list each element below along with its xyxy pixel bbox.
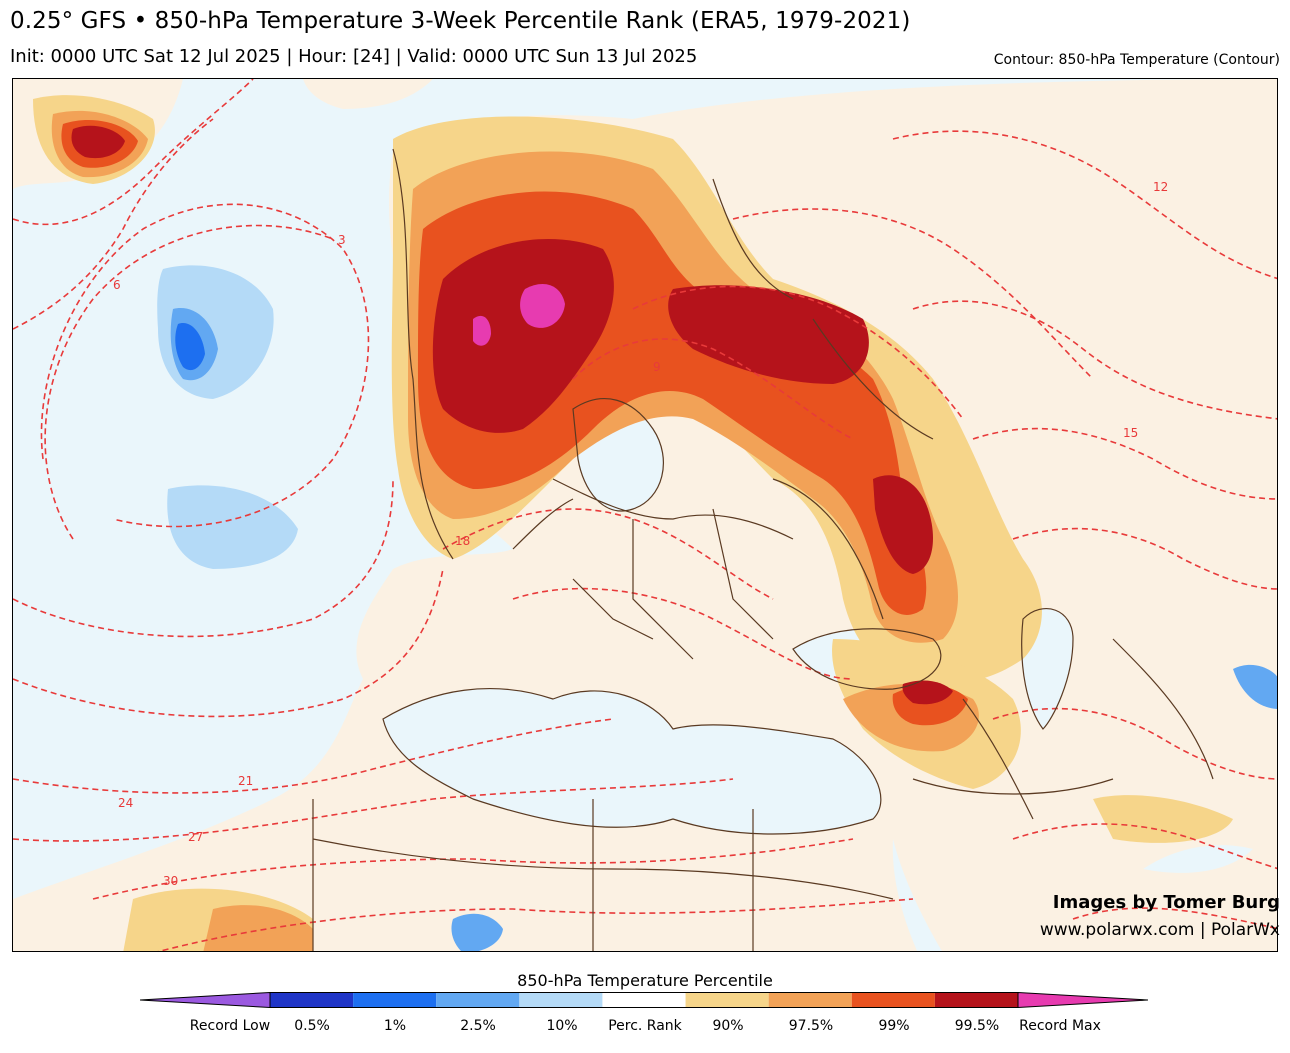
credit-website: www.polarwx.com | PolarWx — [1039, 920, 1280, 940]
colorbar-segment — [270, 992, 354, 1008]
contour-label: 12 — [1153, 180, 1168, 194]
colorbar-segment-record-low — [140, 992, 271, 1008]
contour-label: 24 — [118, 796, 133, 810]
colorbar-label: Perc. Rank — [608, 1018, 682, 1034]
map-svg: 3 6 9 12 15 18 21 24 27 30 — [13, 79, 1277, 951]
contour-label-group: 3 6 9 12 15 18 21 24 27 30 — [113, 180, 1168, 888]
contour-label: 6 — [113, 278, 121, 292]
colorbar-labels: Record Low 0.5% 1% 2.5% 10% Perc. Rank 9… — [0, 1018, 1290, 1038]
colorbar-label: 99.5% — [954, 1018, 1000, 1034]
colorbar-title: 850-hPa Temperature Percentile — [517, 971, 773, 990]
colorbar-segment-record-max — [1017, 992, 1148, 1008]
colorbar-label: 99% — [878, 1018, 910, 1034]
chart-subtitle: Init: 0000 UTC Sat 12 Jul 2025 | Hour: [… — [10, 46, 698, 67]
colorbar-segment — [934, 992, 1018, 1008]
contour-label: 9 — [653, 360, 661, 374]
contour-label: 21 — [238, 774, 253, 788]
contour-label: 3 — [338, 233, 346, 247]
colorbar-label: Record Max — [1019, 1018, 1101, 1034]
colorbar-label: 97.5% — [788, 1018, 834, 1034]
colorbar-label: 0.5% — [294, 1018, 330, 1034]
colorbar-label: 10% — [546, 1018, 578, 1034]
colorbar-segment — [353, 992, 437, 1008]
contour-label: 15 — [1123, 426, 1138, 440]
map-panel: 3 6 9 12 15 18 21 24 27 30 — [12, 78, 1278, 952]
colorbar-segment — [436, 992, 520, 1008]
colorbar-label: 2.5% — [460, 1018, 496, 1034]
colorbar-segment — [685, 992, 769, 1008]
colorbar-label: 90% — [712, 1018, 744, 1034]
contour-note: Contour: 850-hPa Temperature (Contour) — [993, 52, 1280, 68]
contour-label: 30 — [163, 874, 178, 888]
colorbar-outline — [269, 992, 1019, 1008]
percentile-shading — [33, 95, 1277, 951]
chart-title: 0.25° GFS • 850-hPa Temperature 3-Week P… — [10, 8, 911, 34]
colorbar-label: 1% — [383, 1018, 407, 1034]
country-borders — [312, 148, 1214, 951]
colorbar-segment — [602, 992, 686, 1008]
colorbar — [140, 992, 1148, 1008]
colorbar-segment — [519, 992, 603, 1008]
colorbar-segment — [851, 992, 935, 1008]
temperature-contours — [13, 79, 1277, 951]
colorbar-label: Record Low — [189, 1018, 271, 1034]
contour-label: 18 — [455, 534, 470, 548]
credit-author: Images by Tomer Burg — [1052, 892, 1280, 913]
contour-label: 27 — [188, 830, 203, 844]
colorbar-segment — [768, 992, 852, 1008]
